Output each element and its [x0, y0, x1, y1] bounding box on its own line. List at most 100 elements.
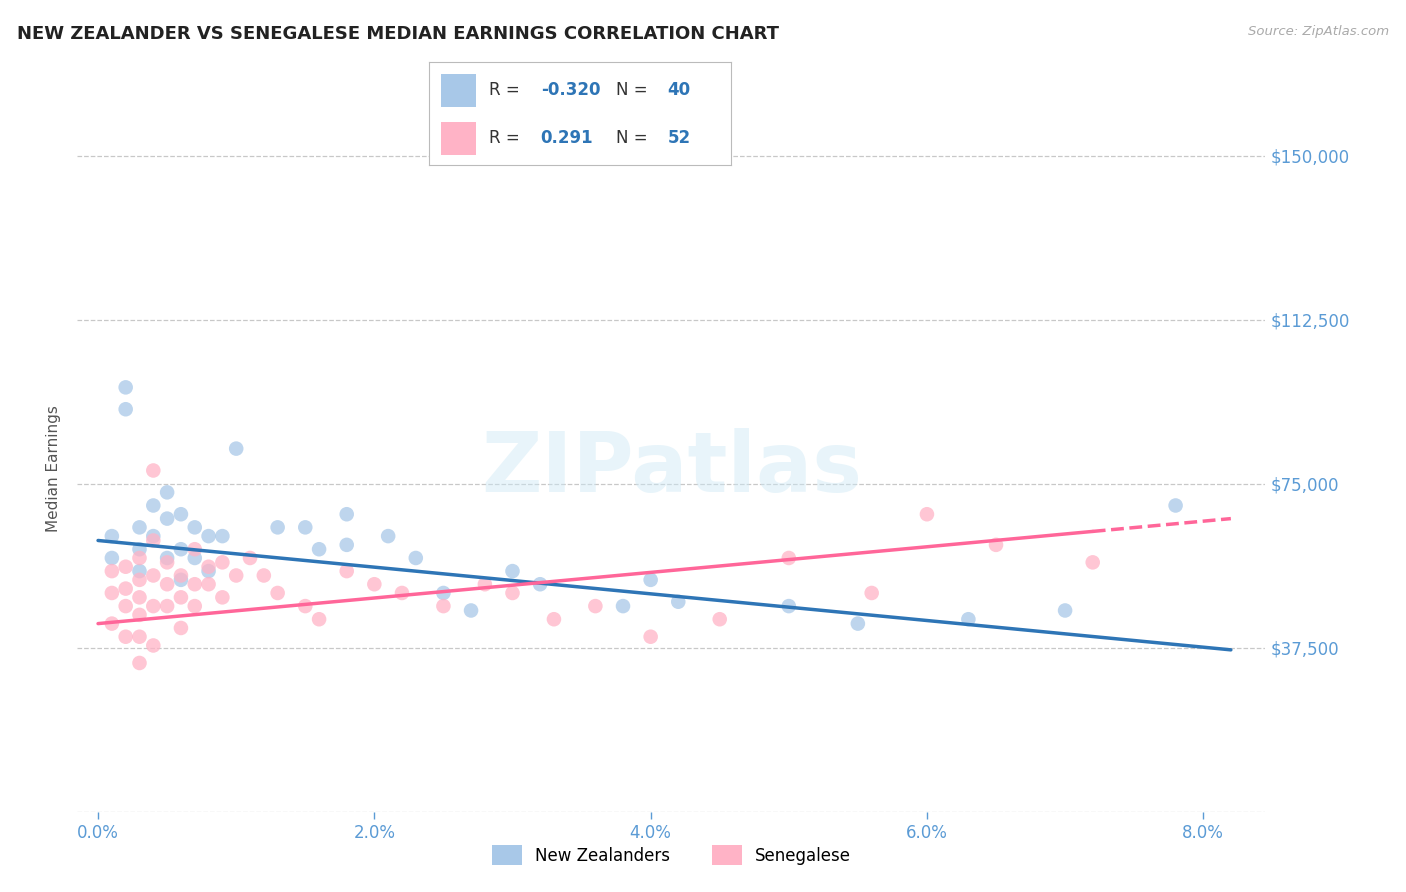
- Point: [184, 520, 207, 534]
- Point: [666, 595, 689, 609]
- Point: [142, 533, 165, 548]
- Point: [170, 621, 193, 635]
- Text: 0.291: 0.291: [541, 129, 593, 147]
- Point: [1054, 603, 1077, 617]
- Point: [915, 507, 938, 521]
- Point: [128, 542, 150, 557]
- Point: [101, 564, 124, 578]
- Point: [612, 599, 634, 613]
- Point: [114, 402, 136, 417]
- Point: [156, 551, 179, 566]
- Point: [363, 577, 385, 591]
- Text: R =: R =: [489, 129, 526, 147]
- Point: [156, 577, 179, 591]
- Point: [266, 520, 288, 534]
- Point: [432, 599, 454, 613]
- Point: [474, 577, 496, 591]
- Point: [778, 599, 800, 613]
- Point: [142, 599, 165, 613]
- Point: [778, 551, 800, 566]
- Point: [156, 599, 179, 613]
- Point: [225, 442, 247, 456]
- Point: [336, 507, 359, 521]
- Text: R =: R =: [489, 81, 526, 99]
- Point: [156, 555, 179, 569]
- Point: [197, 559, 219, 574]
- Text: 40: 40: [668, 81, 690, 99]
- Point: [184, 599, 207, 613]
- Text: N =: N =: [616, 81, 654, 99]
- Text: NEW ZEALANDER VS SENEGALESE MEDIAN EARNINGS CORRELATION CHART: NEW ZEALANDER VS SENEGALESE MEDIAN EARNI…: [17, 25, 779, 43]
- Point: [114, 599, 136, 613]
- Point: [239, 551, 262, 566]
- Point: [543, 612, 565, 626]
- Point: [640, 573, 662, 587]
- Point: [405, 551, 427, 566]
- Point: [156, 485, 179, 500]
- Text: -0.320: -0.320: [541, 81, 600, 99]
- Point: [142, 499, 165, 513]
- Point: [294, 520, 316, 534]
- Point: [529, 577, 551, 591]
- Bar: [441, 74, 475, 106]
- Point: [170, 542, 193, 557]
- Point: [128, 607, 150, 622]
- Point: [101, 529, 124, 543]
- Point: [101, 616, 124, 631]
- Bar: [441, 122, 475, 155]
- Point: [308, 612, 330, 626]
- Point: [142, 463, 165, 477]
- Point: [184, 577, 207, 591]
- Point: [432, 586, 454, 600]
- Point: [640, 630, 662, 644]
- Point: [128, 573, 150, 587]
- Y-axis label: Median Earnings: Median Earnings: [46, 405, 62, 532]
- Point: [114, 380, 136, 394]
- Point: [860, 586, 883, 600]
- Text: N =: N =: [616, 129, 654, 147]
- Point: [184, 542, 207, 557]
- Point: [142, 639, 165, 653]
- Point: [101, 586, 124, 600]
- Point: [128, 656, 150, 670]
- Point: [709, 612, 731, 626]
- Point: [211, 555, 233, 569]
- Point: [142, 568, 165, 582]
- Point: [377, 529, 399, 543]
- Point: [391, 586, 413, 600]
- Point: [336, 538, 359, 552]
- Point: [294, 599, 316, 613]
- Point: [128, 564, 150, 578]
- Point: [114, 582, 136, 596]
- Point: [308, 542, 330, 557]
- Point: [184, 551, 207, 566]
- Point: [502, 586, 524, 600]
- Point: [114, 630, 136, 644]
- Point: [1164, 499, 1187, 513]
- Point: [266, 586, 288, 600]
- Point: [1081, 555, 1104, 569]
- Point: [114, 559, 136, 574]
- Point: [336, 564, 359, 578]
- Point: [170, 568, 193, 582]
- Legend: New Zealanders, Senegalese: New Zealanders, Senegalese: [485, 838, 858, 872]
- Point: [460, 603, 482, 617]
- Point: [197, 564, 219, 578]
- Text: 52: 52: [668, 129, 690, 147]
- Point: [170, 507, 193, 521]
- Text: ZIPatlas: ZIPatlas: [481, 428, 862, 508]
- Point: [211, 529, 233, 543]
- Point: [984, 538, 1007, 552]
- Point: [170, 591, 193, 605]
- Point: [128, 551, 150, 566]
- Point: [128, 591, 150, 605]
- Point: [197, 529, 219, 543]
- Point: [583, 599, 606, 613]
- Point: [142, 529, 165, 543]
- Point: [846, 616, 869, 631]
- Point: [225, 568, 247, 582]
- Point: [253, 568, 276, 582]
- Point: [957, 612, 980, 626]
- Point: [211, 591, 233, 605]
- Point: [128, 630, 150, 644]
